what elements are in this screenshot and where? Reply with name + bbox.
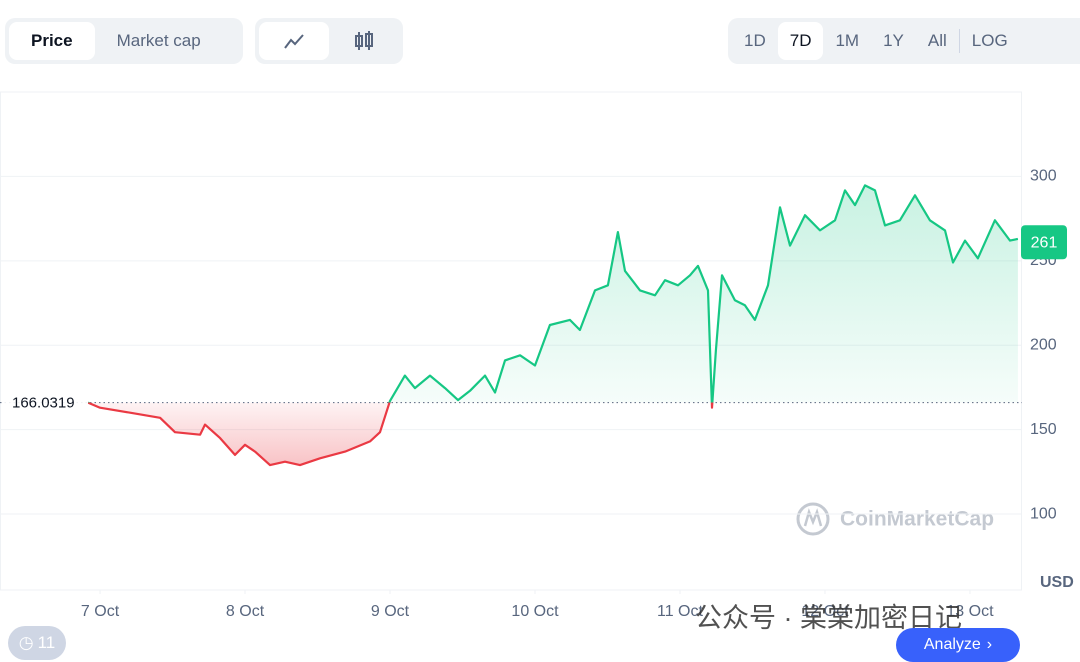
y-tick-label: 150 bbox=[1030, 421, 1057, 438]
x-tick-label: 8 Oct bbox=[226, 603, 265, 620]
icon bbox=[355, 31, 373, 50]
history-badge[interactable]: ◷ 11 bbox=[8, 626, 66, 660]
last-price-tag bbox=[1021, 225, 1067, 260]
x-tick-label: 9 Oct bbox=[371, 603, 410, 620]
y-unit: USD bbox=[1040, 574, 1074, 591]
line-icon[interactable] bbox=[259, 22, 329, 60]
analyze-label: Analyze bbox=[923, 636, 981, 653]
x-tick-label: 11 Oct bbox=[657, 603, 704, 620]
analyze-button[interactable]: Analyze › bbox=[896, 628, 1020, 662]
range[interactable]: 1D bbox=[744, 31, 766, 50]
baseline-label-bg bbox=[4, 391, 88, 414]
y-tick-label: 300 bbox=[1030, 168, 1057, 185]
icon bbox=[284, 34, 304, 49]
watermark: CoinMarketCap bbox=[796, 502, 994, 536]
y-tick-label: 200 bbox=[1030, 336, 1057, 353]
badge-count: 11 bbox=[37, 633, 56, 652]
tab[interactable]: Market cap bbox=[116, 31, 201, 50]
range[interactable]: 1Y bbox=[883, 31, 904, 50]
x-tick-label: 7 Oct bbox=[81, 603, 120, 620]
range[interactable]: 1M bbox=[835, 31, 860, 50]
last-price-label: 261 bbox=[1031, 234, 1058, 251]
price-line bbox=[87, 184, 1019, 467]
baseline-label: 166.0319 bbox=[12, 395, 75, 412]
range[interactable]: LOG bbox=[971, 31, 1008, 50]
separator bbox=[958, 29, 960, 53]
range[interactable]: All bbox=[927, 31, 947, 50]
candle-icon[interactable] bbox=[329, 22, 399, 60]
x-tick-label: 10 Oct bbox=[511, 603, 559, 620]
chart-type-bar bbox=[255, 18, 403, 64]
x-tick-label: 12 Oct bbox=[801, 603, 849, 620]
x-tick-label: 13 Oct bbox=[946, 603, 994, 620]
plot-frame bbox=[0, 91, 1022, 591]
watermark-text: CoinMarketCap bbox=[840, 508, 994, 531]
tab[interactable]: Price bbox=[9, 22, 95, 60]
y-tick-label: 100 bbox=[1030, 505, 1057, 522]
range-bar: 1D 7D 1M 1Y All LOG bbox=[728, 18, 1080, 64]
range[interactable]: 7D bbox=[777, 22, 824, 60]
tab-bar: Price Market cap bbox=[5, 18, 243, 64]
